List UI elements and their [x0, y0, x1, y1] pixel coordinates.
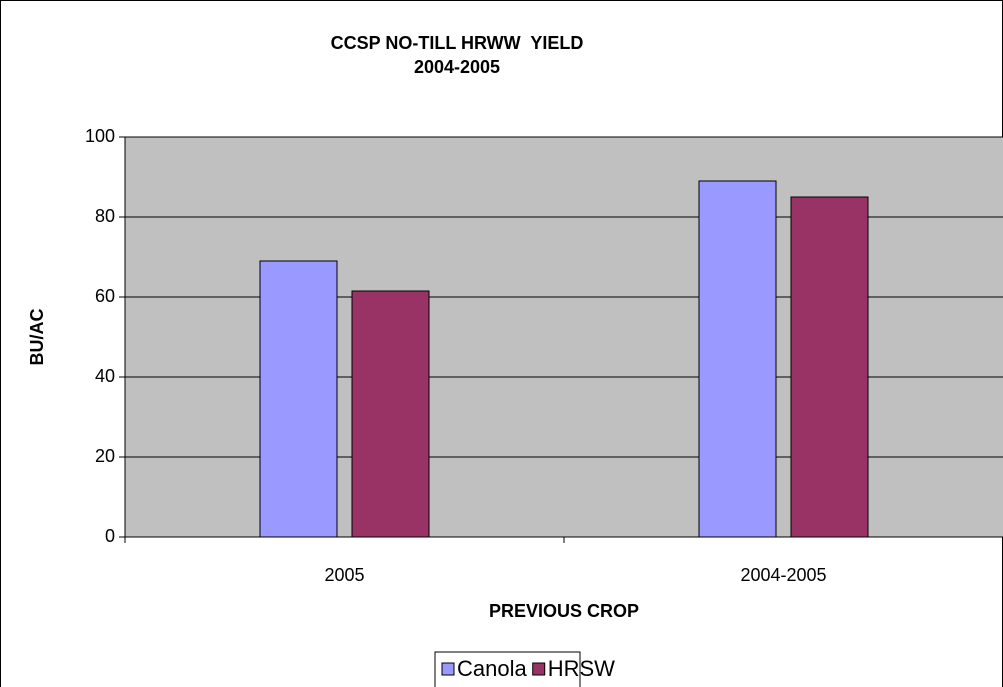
y-tick-label: 100 — [85, 126, 115, 146]
y-tick-label: 40 — [95, 366, 115, 386]
y-tick-label: 80 — [95, 206, 115, 226]
bar — [790, 196, 869, 538]
y-tick-label: 20 — [95, 446, 115, 466]
legend-swatch — [532, 662, 546, 676]
x-axis-label: PREVIOUS CROP — [489, 601, 639, 621]
legend-box — [434, 651, 581, 687]
chart-title: CCSP NO-TILL HRWW YIELD — [331, 33, 584, 53]
y-axis-label: BU/AC — [27, 309, 47, 366]
bar — [259, 260, 338, 538]
x-tick-label: 2005 — [324, 565, 364, 585]
legend-label: Canola — [457, 656, 527, 681]
legend-label: HRSW — [548, 656, 615, 681]
x-tick-label: 2004-2005 — [740, 565, 826, 585]
legend-swatch — [441, 662, 455, 676]
y-tick-label: 60 — [95, 286, 115, 306]
plot-area — [125, 137, 1003, 537]
bar — [698, 180, 777, 538]
y-tick-label: 0 — [105, 526, 115, 546]
chart-subtitle: 2004-2005 — [414, 57, 500, 77]
bar — [351, 290, 430, 538]
